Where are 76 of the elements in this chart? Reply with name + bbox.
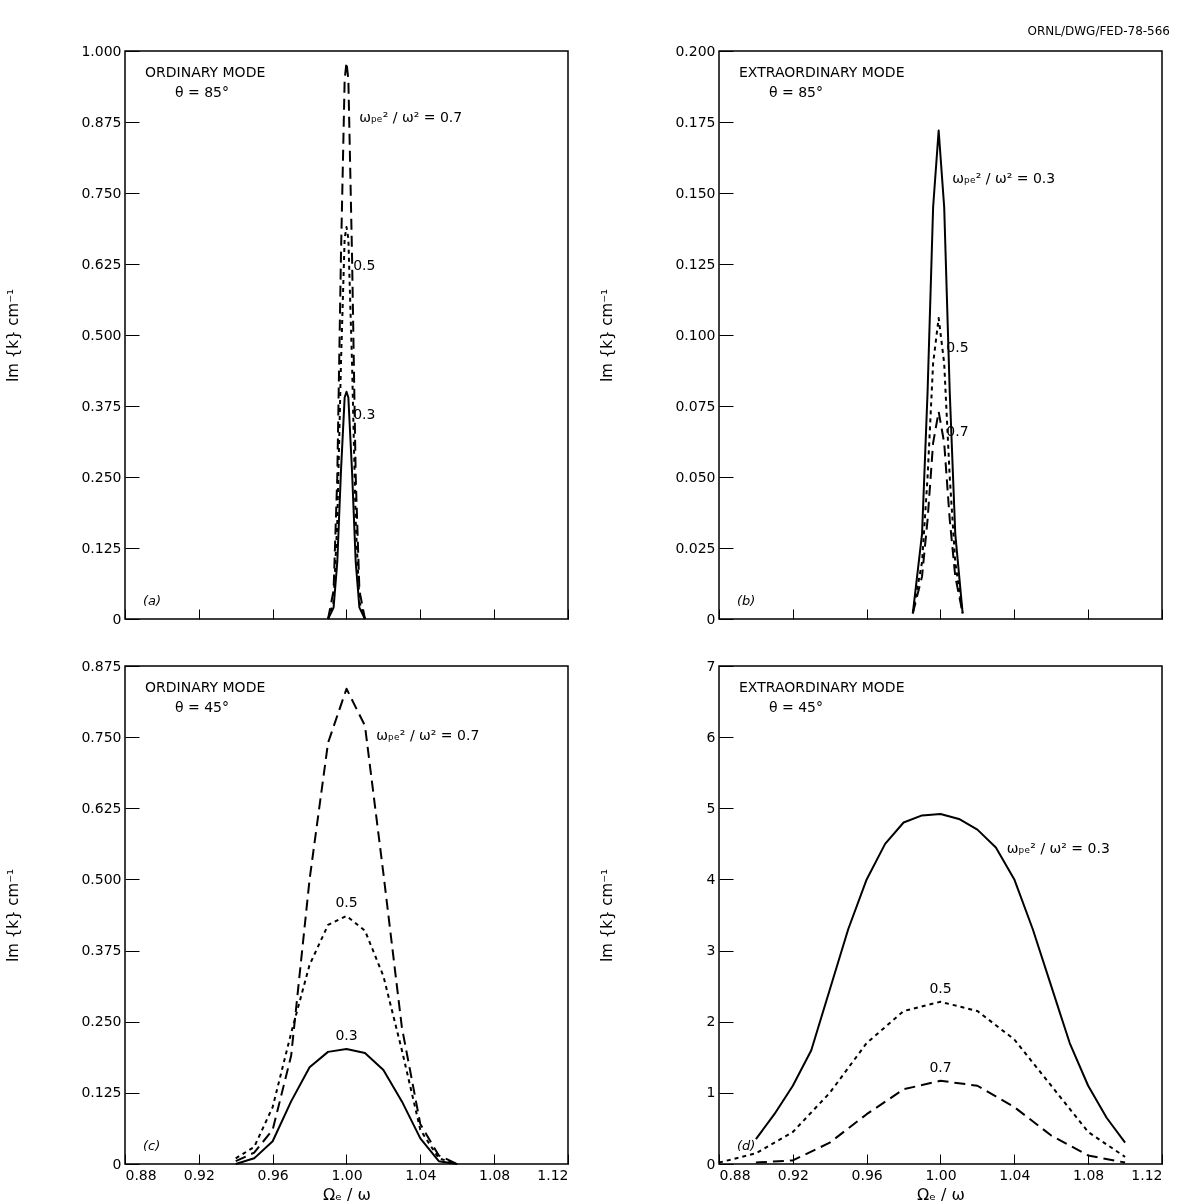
series-label: ωₚₑ² / ω² = 0.7 [376,727,480,744]
y-tick-label: 0.100 [675,326,716,343]
text: ORDINARY MODE [145,679,266,695]
annotation: (d) [737,1138,756,1153]
y-tick-label: 6 [706,728,716,745]
y-tick-label: 0.250 [81,1013,122,1030]
x-tick-label: 1.00 [331,1166,363,1183]
x-tick-label: 1.08 [1073,1166,1105,1183]
x-tick-label: 0.88 [125,1166,157,1183]
y-tick-label: 4 [706,870,716,887]
y-tick-label: 0.750 [81,728,122,745]
x-tick-label: 0.96 [257,1166,289,1183]
x-tick-label: 0.88 [719,1166,751,1183]
annotation: (c) [143,1138,161,1153]
y-tick-label: 0.125 [81,539,122,556]
x-tick-label: 0.92 [183,1166,215,1183]
series-label: ωₚₑ² / ω² = 0.7 [359,109,463,126]
y-axis-title: Im {k} cm⁻¹ [3,288,22,383]
y-tick-label: 0.875 [81,113,122,130]
y-tick-label: 0.150 [675,184,716,201]
y-tick-label: 0 [706,1155,716,1172]
y-axis-title: Im {k} cm⁻¹ [597,288,616,383]
x-tick-label: 1.04 [999,1166,1031,1183]
series-label: ωₚₑ² / ω² = 0.3 [1006,839,1110,856]
y-tick-label: 1 [706,1084,716,1101]
y-tick-label: 0.625 [81,799,122,816]
y-tick-label: 0.125 [675,255,716,272]
y-tick-label: 0.375 [81,942,122,959]
y-tick-label: 0.625 [81,255,122,272]
y-axis-title: Im {k} cm⁻¹ [597,868,616,963]
y-tick-label: 0.200 [675,42,716,59]
series-label: 0.5 [929,979,952,996]
y-tick-label: 0 [706,610,716,627]
text: θ = 45° [175,699,230,715]
y-tick-label: 7 [706,657,716,674]
series-label: 0.7 [929,1058,952,1075]
y-tick-label: 0.500 [81,326,122,343]
y-tick-label: 3 [706,942,716,959]
text: θ = 45° [769,699,824,715]
annotation: (b) [737,593,756,608]
y-tick-label: 0.500 [81,870,122,887]
y-tick-label: 0.025 [675,539,716,556]
y-tick-label: 5 [706,799,716,816]
x-axis-title: Ωₑ / ω [917,1184,965,1203]
y-tick-label: 0 [112,610,122,627]
y-tick-label: 0.075 [675,397,716,414]
y-tick-label: 0.125 [81,1084,122,1101]
y-tick-label: 0 [112,1155,122,1172]
y-tick-label: 0.375 [81,397,122,414]
text: EXTRAORDINARY MODE [739,64,905,80]
text: ORDINARY MODE [145,64,266,80]
series-label: 0.5 [335,893,358,910]
annotation: (a) [143,593,162,608]
text: EXTRAORDINARY MODE [739,679,905,695]
y-axis-title: Im {k} cm⁻¹ [3,868,22,963]
text: ORNL/DWG/FED-78-566 [1027,24,1170,38]
x-tick-label: 0.92 [777,1166,809,1183]
series-label: ωₚₑ² / ω² = 0.3 [952,170,1056,187]
x-tick-label: 1.04 [405,1166,437,1183]
y-tick-label: 0.875 [81,657,122,674]
text: θ = 85° [175,84,230,100]
x-axis-title: Ωₑ / ω [323,1184,371,1203]
y-tick-label: 0.175 [675,113,716,130]
x-tick-label: 1.08 [479,1166,511,1183]
y-tick-label: 0.250 [81,468,122,485]
y-tick-label: 1.000 [81,42,122,59]
x-tick-label: 1.12 [1131,1166,1163,1183]
y-tick-label: 0.750 [81,184,122,201]
x-tick-label: 0.96 [851,1166,883,1183]
series-label: 0.5 [353,257,376,274]
x-tick-label: 1.00 [925,1166,957,1183]
text: θ = 85° [769,84,824,100]
x-tick-label: 1.12 [537,1166,569,1183]
y-tick-label: 0.050 [675,468,716,485]
series-label: 0.3 [335,1027,358,1044]
y-tick-label: 2 [706,1013,716,1030]
